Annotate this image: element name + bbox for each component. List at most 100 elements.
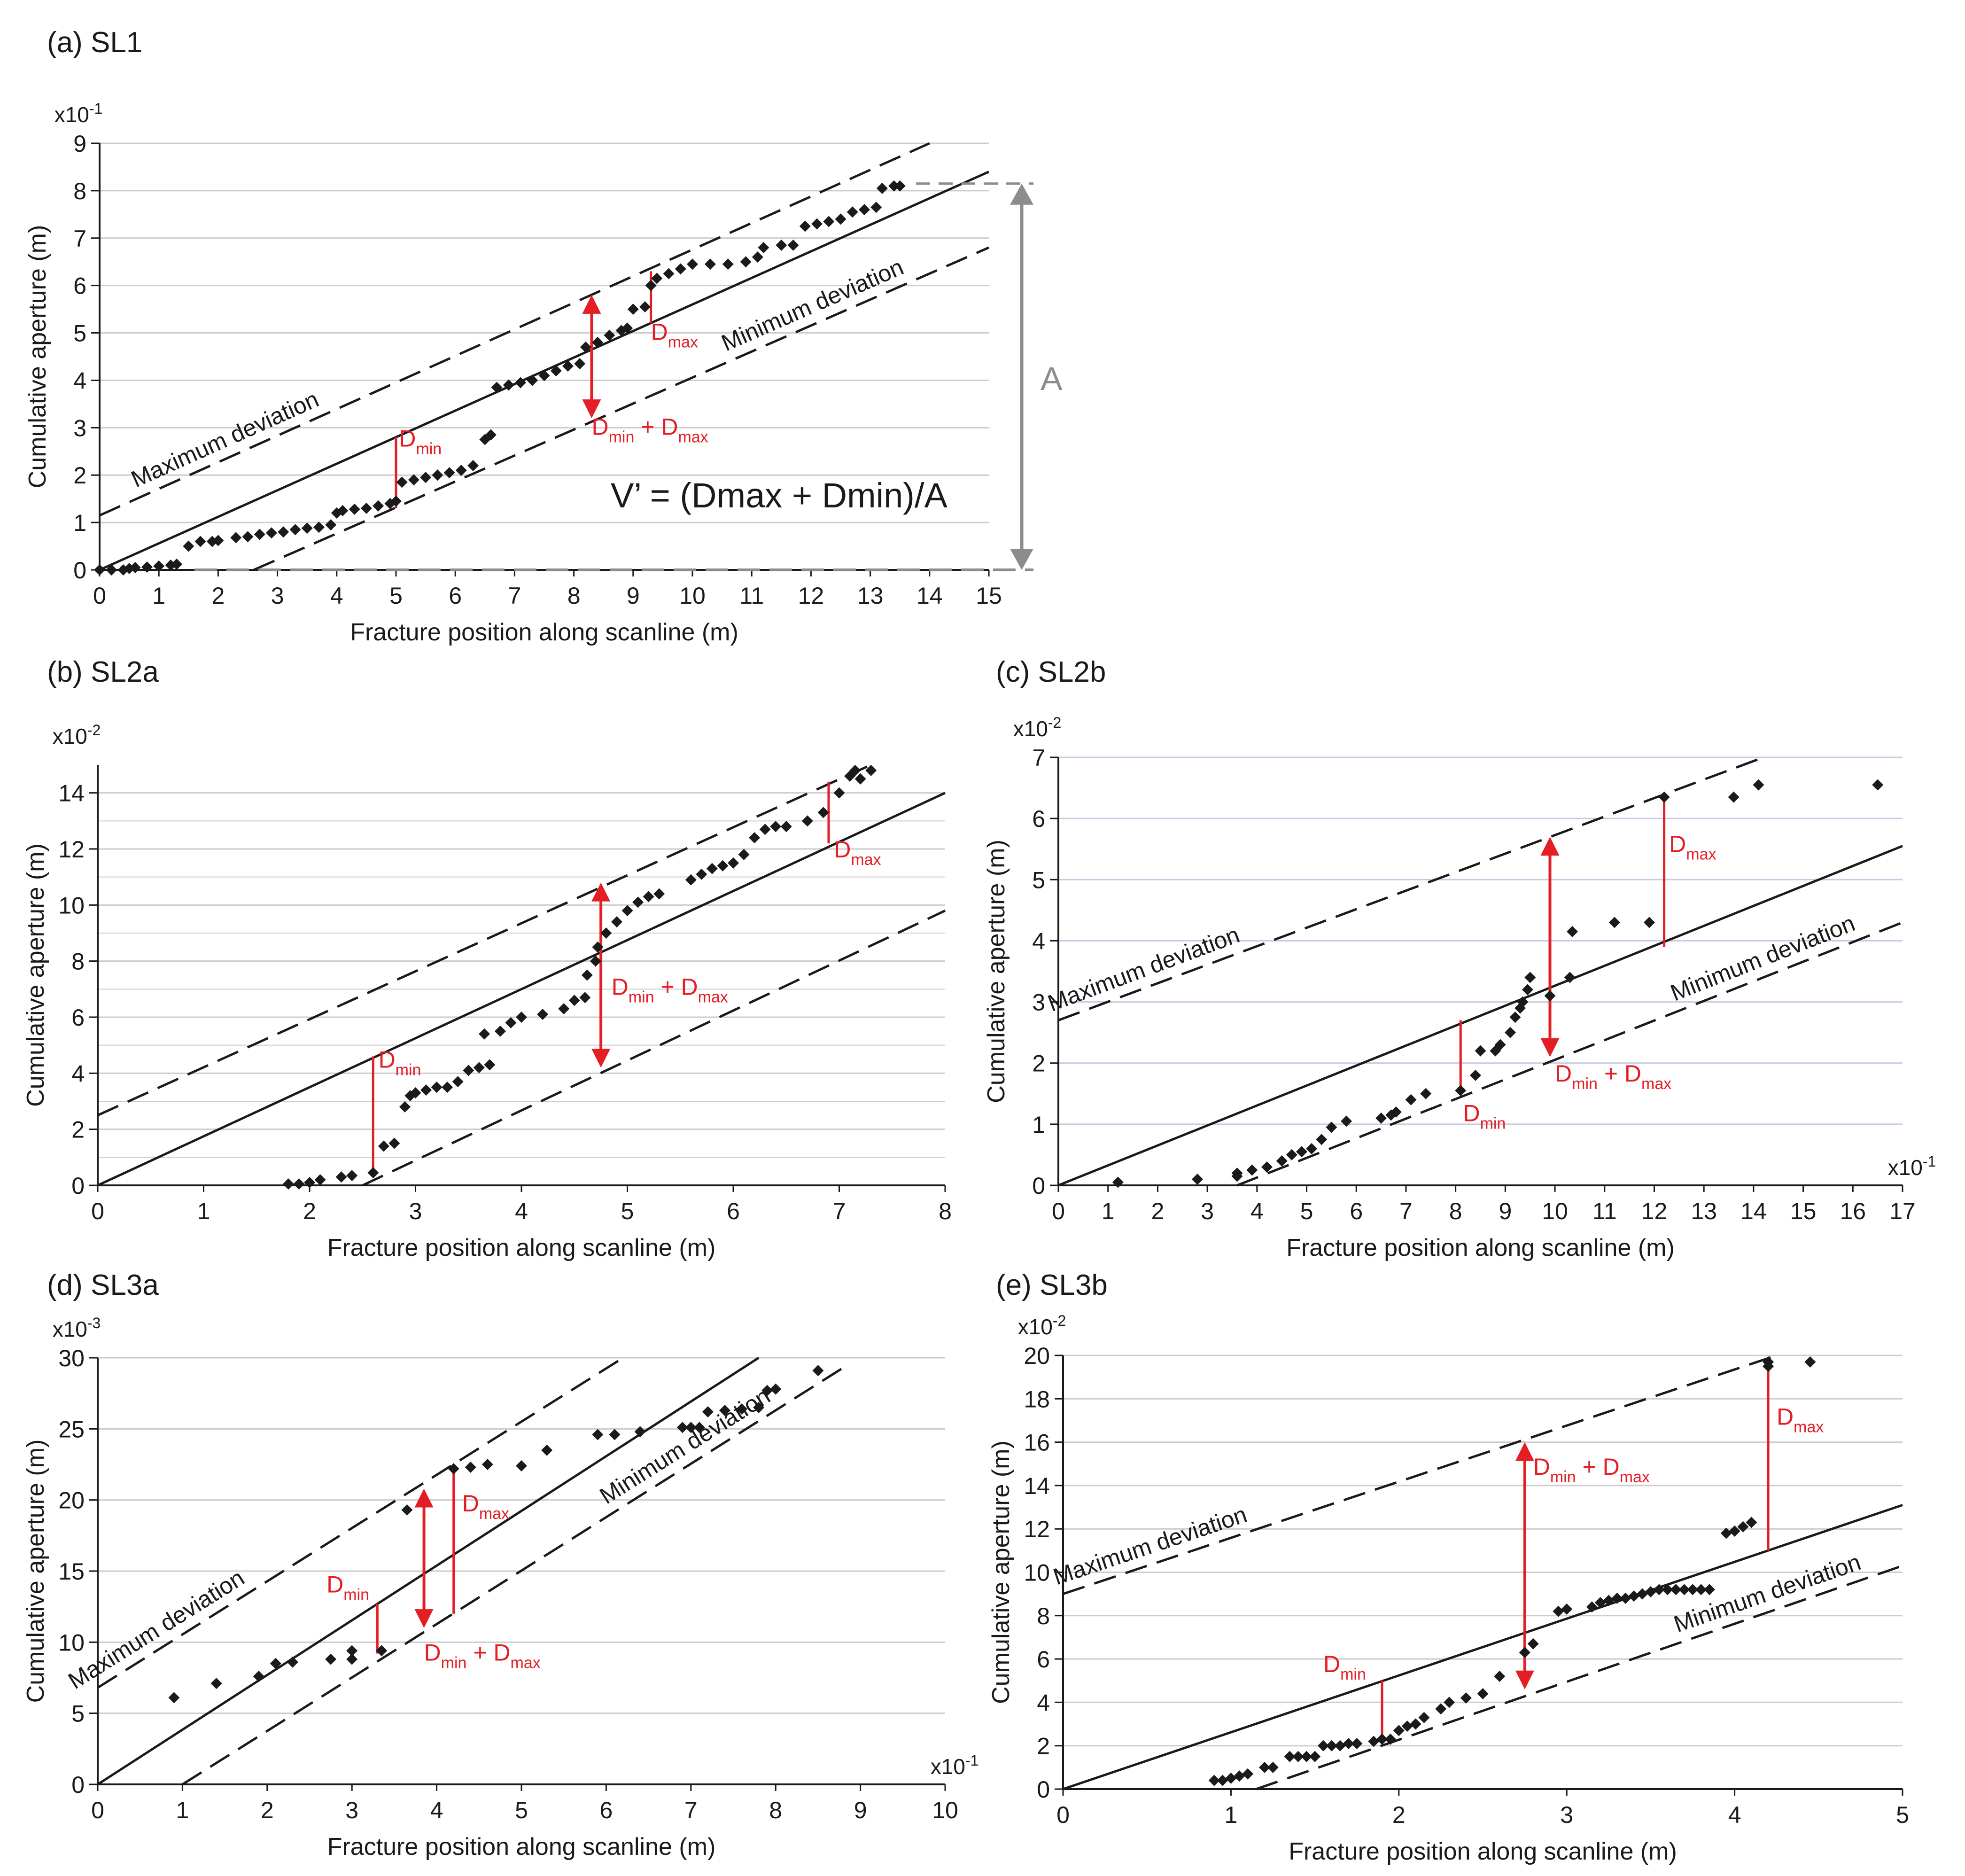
y-tick-label: 7 [73,226,86,252]
data-point [541,1444,553,1456]
bracket-label-sub: max [479,1505,509,1523]
x-tick-label: 8 [769,1797,782,1823]
x-multiplier-base: x10 [1888,1155,1923,1180]
min-deviation-line [253,246,990,571]
bracket-label-d: D [379,1046,396,1073]
y-multiplier-base: x10 [54,102,89,127]
bracket-label-d: D [424,1640,441,1666]
deviation-bracket-label: Dmin [326,1571,369,1604]
data-point [780,821,792,833]
y-tick-label: 7 [1032,745,1045,771]
y-tick-label: 3 [1032,989,1045,1016]
data-point [485,429,497,441]
data-point [600,927,612,939]
data-point [420,1084,432,1096]
min-deviation-label: Minimum deviation [1667,910,1858,1006]
data-point [293,1178,305,1190]
data-point [1662,1584,1673,1596]
y-tick-label: 0 [1037,1776,1050,1803]
y-tick-label: 6 [1032,806,1045,832]
x-tick-label: 1 [1102,1198,1115,1224]
data-point [645,280,657,291]
dsum-arrow-head-bottom [582,399,601,419]
x-tick-label: 2 [211,583,225,609]
y-axis-label: Cumulative aperture (m) [24,225,51,489]
data-point [360,502,372,514]
data-point [1475,1045,1486,1057]
x-multiplier-exponent: -1 [965,1752,979,1769]
x-tick-label: 16 [1840,1198,1866,1224]
bracket-label-d: D [462,1490,479,1517]
y-tick-label: 2 [71,1117,85,1143]
data-point [592,336,604,348]
x-tick-label: 10 [1542,1198,1568,1224]
bracket-label-d: D [326,1571,343,1597]
data-point [463,1065,474,1076]
data-point [1261,1161,1273,1173]
data-point [693,1422,705,1433]
data-point [153,560,165,572]
x-tick-label: 5 [1300,1198,1313,1224]
data-point [313,522,325,533]
bracket-label-sub: min [629,988,654,1006]
a-arrow-head-bottom [1010,549,1033,570]
y-tick-label: 9 [73,131,86,157]
data-point [1469,1069,1481,1081]
x-tick-label: 7 [1399,1198,1413,1224]
data-point [580,341,591,353]
data-point [1246,1164,1258,1176]
data-point [1390,1106,1402,1118]
data-point [1326,1121,1337,1133]
y-axis-label: Cumulative aperture (m) [22,843,49,1107]
deviation-bracket-label: Dmax [1777,1404,1824,1436]
data-point [1234,1770,1245,1782]
data-point [1494,1039,1506,1051]
y-multiplier-exponent: -1 [89,100,102,117]
data-point [687,258,698,270]
data-point [1405,1094,1417,1105]
data-point [738,848,750,860]
bracket-label-sub: max [1794,1418,1824,1436]
data-point [465,1462,476,1473]
max-deviation-label: Maximum deviation [1050,1501,1250,1590]
x-tick-label: 11 [1592,1198,1617,1224]
y-tick-label: 20 [58,1487,85,1514]
data-point [702,1406,714,1418]
y-tick-label: 30 [58,1345,85,1371]
y-tick-label: 16 [1024,1430,1050,1456]
data-point [1286,1149,1297,1160]
data-point [634,1426,646,1438]
data-point [1410,1718,1421,1730]
deviation-bracket-label: Dmin + Dmax [1555,1060,1671,1093]
x-multiplier-exponent: -1 [1923,1153,1936,1170]
bracket-label-sub: min [416,440,442,458]
y-tick-label: 6 [73,273,86,299]
x-multiplier: x10-1 [931,1752,979,1779]
y-tick-label: 0 [73,557,86,584]
x-tick-label: 3 [1560,1802,1573,1828]
data-point [799,220,811,232]
data-point [761,1385,773,1396]
y-tick-label: 12 [58,836,85,863]
y-tick-label: 25 [58,1416,85,1442]
x-tick-label: 4 [430,1797,443,1823]
bracket-label-plus: + D [654,973,698,1000]
data-point [1296,1146,1307,1158]
data-point [676,1422,688,1433]
data-point [753,1401,765,1413]
data-point [1763,1356,1774,1368]
y-tick-label: 5 [71,1701,85,1727]
data-point [401,1504,413,1516]
data-point [663,268,675,280]
data-point [1267,1761,1279,1773]
data-point [408,474,419,486]
data-point [1306,1143,1318,1154]
x-tick-label: 1 [152,583,165,609]
data-point [770,821,782,833]
data-point [1728,791,1740,803]
data-point [1753,779,1764,791]
x-tick-label: 9 [627,583,640,609]
data-point [722,258,734,270]
data-point [1564,972,1576,983]
